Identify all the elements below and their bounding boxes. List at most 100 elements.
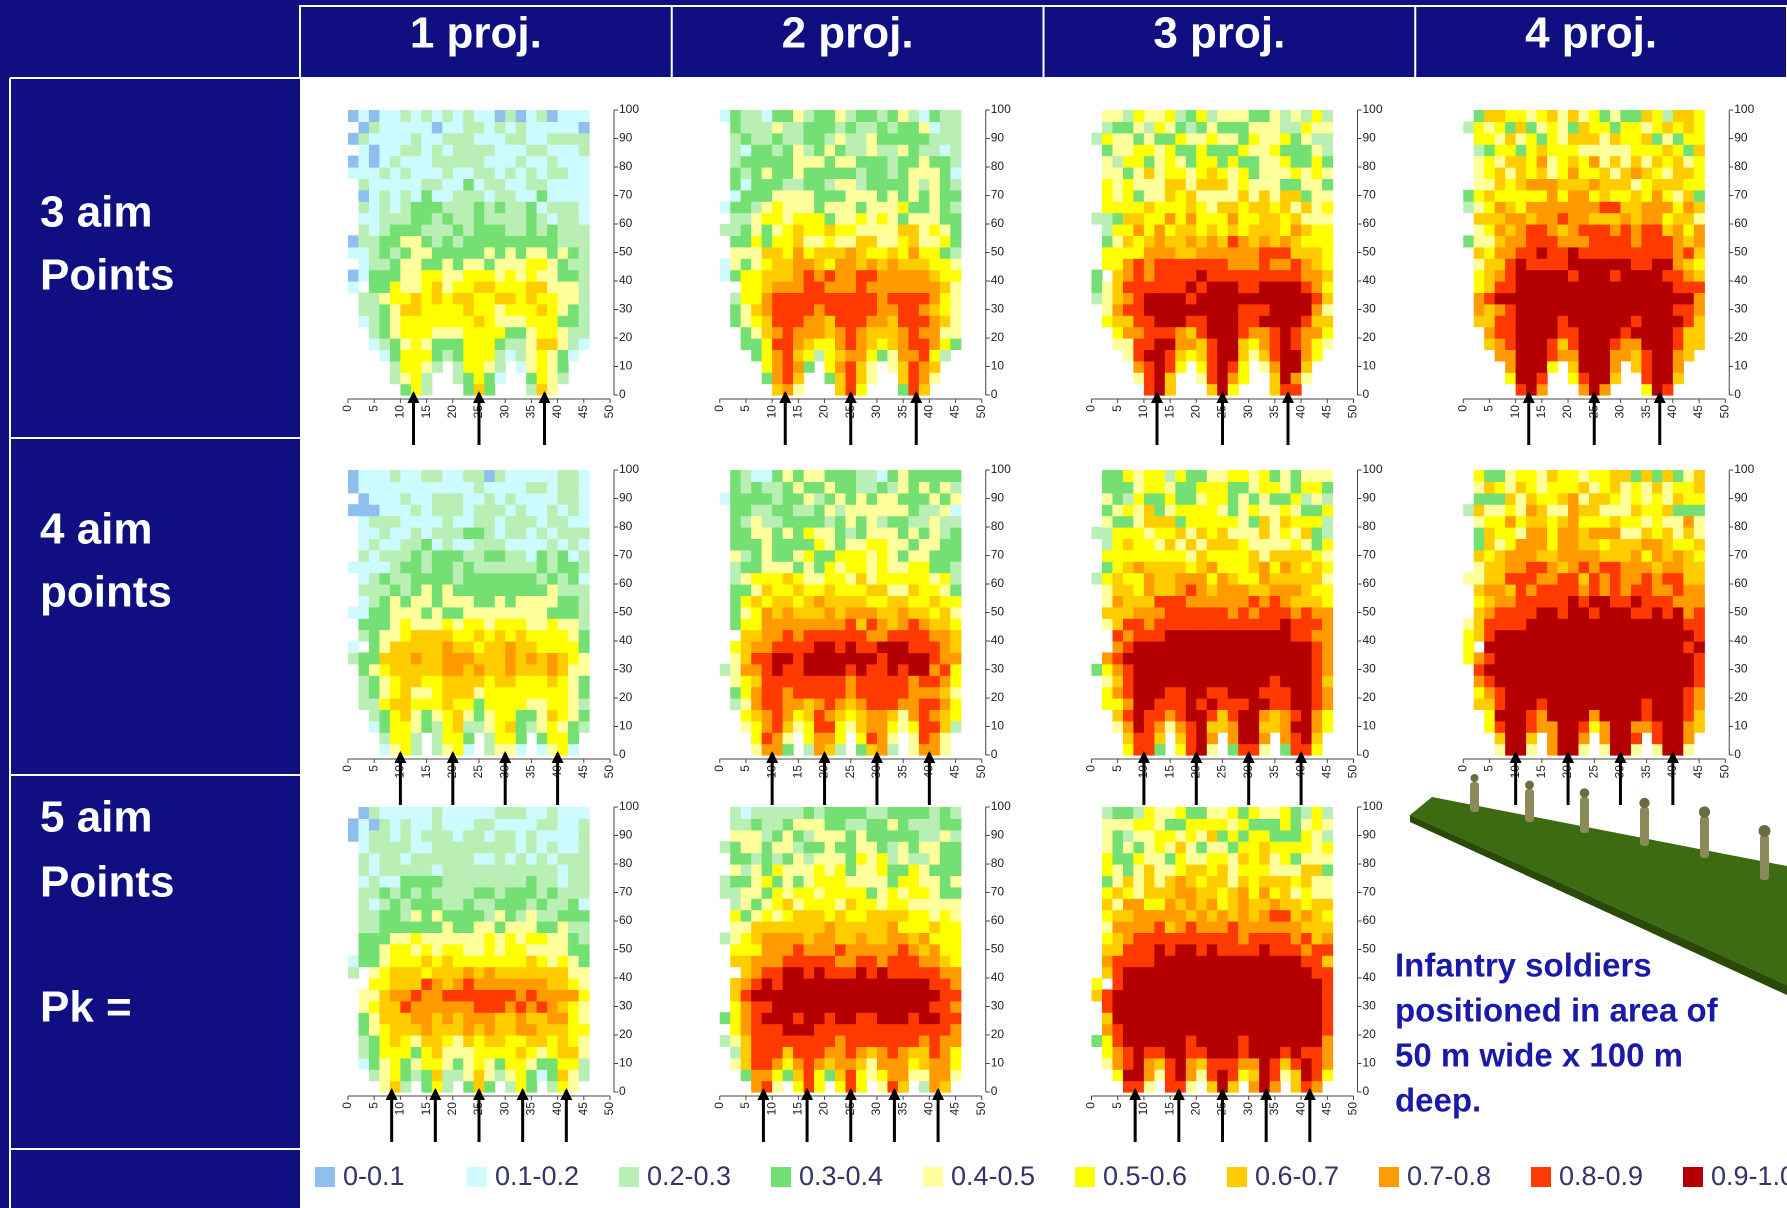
heat-cell (835, 607, 846, 619)
heat-cell (526, 372, 537, 384)
heat-cell (1186, 121, 1197, 133)
heat-cell (1652, 213, 1663, 225)
heat-cell (877, 641, 888, 653)
heat-cell (1474, 550, 1485, 562)
heat-cell (898, 258, 909, 270)
heat-cell (940, 338, 951, 350)
heat-cell (1186, 235, 1197, 247)
heat-cell (1516, 652, 1527, 664)
heat-cell (877, 698, 888, 710)
heat-cell (793, 201, 804, 213)
heat-cell (741, 281, 752, 293)
heat-cell (1165, 121, 1176, 133)
heat-cell (793, 721, 804, 733)
y-tick-label: 40 (991, 633, 1005, 647)
heat-cell (1683, 327, 1694, 339)
heat-cell (1217, 618, 1228, 630)
heat-cell (1280, 315, 1291, 327)
heat-cell (1291, 630, 1302, 642)
heat-cell (1505, 213, 1516, 225)
heat-cell (568, 652, 579, 664)
heat-cell (856, 709, 867, 721)
heat-cell (1474, 190, 1485, 202)
heat-cell (908, 178, 919, 190)
heat-cell (1641, 372, 1652, 384)
heat-cell (940, 247, 951, 259)
heat-cell (484, 258, 495, 270)
heat-cell (846, 607, 857, 619)
heat-cell (1652, 675, 1663, 687)
heat-cell (1280, 584, 1291, 596)
heat-cell (814, 504, 825, 516)
heat-cell (358, 292, 369, 304)
heat-cell (348, 830, 359, 842)
heat-cell (1144, 527, 1155, 539)
heat-cell (1526, 121, 1537, 133)
heat-cell (379, 630, 390, 642)
heat-cell (400, 327, 411, 339)
heat-cell (1312, 652, 1323, 664)
heat-cell (720, 258, 731, 270)
heat-cell (846, 641, 857, 653)
heat-cell (940, 595, 951, 607)
heat-cell (379, 1012, 390, 1024)
heat-cell (804, 481, 815, 493)
heat-cell (1186, 110, 1197, 122)
heat-cell (1154, 652, 1165, 664)
heat-cell (1641, 190, 1652, 202)
y-tick-label: 90 (1363, 131, 1377, 145)
heat-cell (1301, 595, 1312, 607)
heat-cell (1165, 607, 1176, 619)
heat-cell (1505, 156, 1516, 168)
heat-cell (453, 932, 464, 944)
heat-cell (453, 864, 464, 876)
heat-cell (400, 807, 411, 819)
heat-cell (568, 292, 579, 304)
heat-cell (358, 584, 369, 596)
heat-cell (390, 1035, 401, 1047)
heat-cell (1280, 698, 1291, 710)
heat-cell (825, 630, 836, 642)
heat-cell (442, 721, 453, 733)
heat-cell (474, 1069, 485, 1081)
heat-cell (369, 235, 380, 247)
heat-cell (432, 1046, 443, 1058)
heat-cell (442, 664, 453, 676)
heat-cell (432, 675, 443, 687)
heat-cell (1291, 561, 1302, 573)
heat-cell (558, 361, 569, 373)
heat-cell (1673, 698, 1684, 710)
heat-cell (1154, 372, 1165, 384)
heat-cell (400, 258, 411, 270)
heat-cell (442, 864, 453, 876)
heat-cell (929, 178, 940, 190)
heat-cell (1589, 167, 1600, 179)
heat-cell (1526, 178, 1537, 190)
heat-cell (1123, 315, 1134, 327)
heat-cell (1495, 538, 1506, 550)
heat-cell (1144, 584, 1155, 596)
heat-cell (1599, 481, 1610, 493)
heat-cell (1102, 538, 1113, 550)
heat-cell (1144, 315, 1155, 327)
heat-cell (856, 481, 867, 493)
heat-cell (1291, 698, 1302, 710)
heat-cell (348, 967, 359, 979)
heat-cell (400, 875, 411, 887)
heat-cell (1196, 607, 1207, 619)
heat-cell (1196, 481, 1207, 493)
heat-cell (1631, 607, 1642, 619)
heat-cell (1301, 315, 1312, 327)
heat-cell (1683, 744, 1694, 756)
heat-cell (1673, 481, 1684, 493)
heat-cell (1495, 721, 1506, 733)
heat-cell (1291, 470, 1302, 482)
heat-cell (547, 641, 558, 653)
heat-cell (1123, 327, 1134, 339)
heat-cell (1620, 121, 1631, 133)
heat-cell (379, 144, 390, 156)
heat-cell (358, 607, 369, 619)
heat-cell (919, 550, 930, 562)
heat-cell (1217, 550, 1228, 562)
heat-cell (1579, 156, 1590, 168)
